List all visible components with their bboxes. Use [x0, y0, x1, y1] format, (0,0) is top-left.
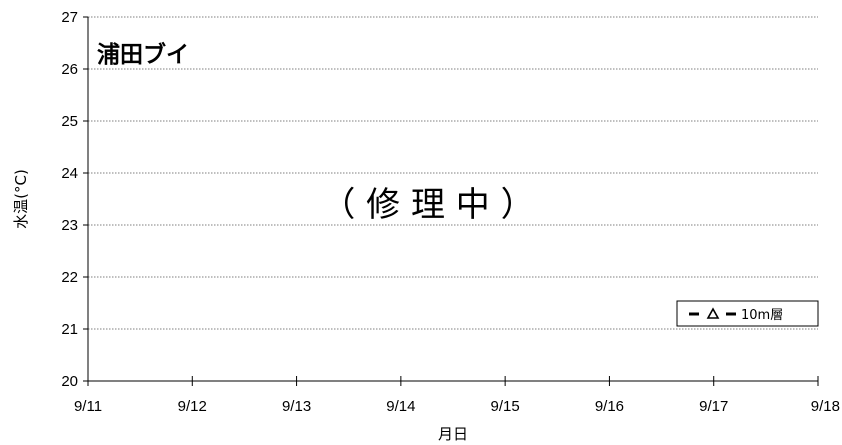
x-tick-label: 9/12	[178, 398, 207, 415]
x-tick-label: 9/17	[699, 398, 728, 415]
y-tick-label: 25	[61, 113, 78, 130]
y-axis-title: 水温(°C)	[12, 169, 30, 229]
y-tick-label: 27	[61, 9, 78, 26]
x-tick-label: 9/13	[282, 398, 311, 415]
y-tick-label: 20	[61, 373, 78, 390]
x-tick-label: 9/18	[811, 398, 840, 415]
y-tick-label: 21	[61, 321, 78, 338]
legend-triangle-marker	[706, 307, 720, 319]
y-tick-label: 22	[61, 269, 78, 286]
y-tick-label: 23	[61, 217, 78, 234]
x-axis-title: 月日	[438, 425, 468, 443]
y-ticks: 20 21 22 23 24 25 26 27	[61, 9, 88, 390]
x-tick-label: 9/11	[74, 398, 102, 415]
legend: 10m層	[676, 300, 819, 327]
y-tick-label: 24	[61, 165, 78, 182]
legend-box	[676, 300, 819, 327]
x-tick-label: 9/15	[491, 398, 520, 415]
buoy-title: 浦田ブイ	[97, 41, 189, 68]
x-tick-label: 9/14	[386, 398, 415, 415]
x-tick-label: 9/16	[595, 398, 624, 415]
legend-label: 10m層	[741, 308, 783, 323]
grid-lines	[88, 16, 818, 330]
x-ticks: 9/11 9/12 9/13 9/14 9/15 9/16 9/17 9/18	[74, 376, 840, 415]
axes	[87, 17, 818, 382]
status-text: （ 修 理 中 ）	[321, 185, 534, 225]
y-tick-label: 26	[61, 61, 78, 78]
